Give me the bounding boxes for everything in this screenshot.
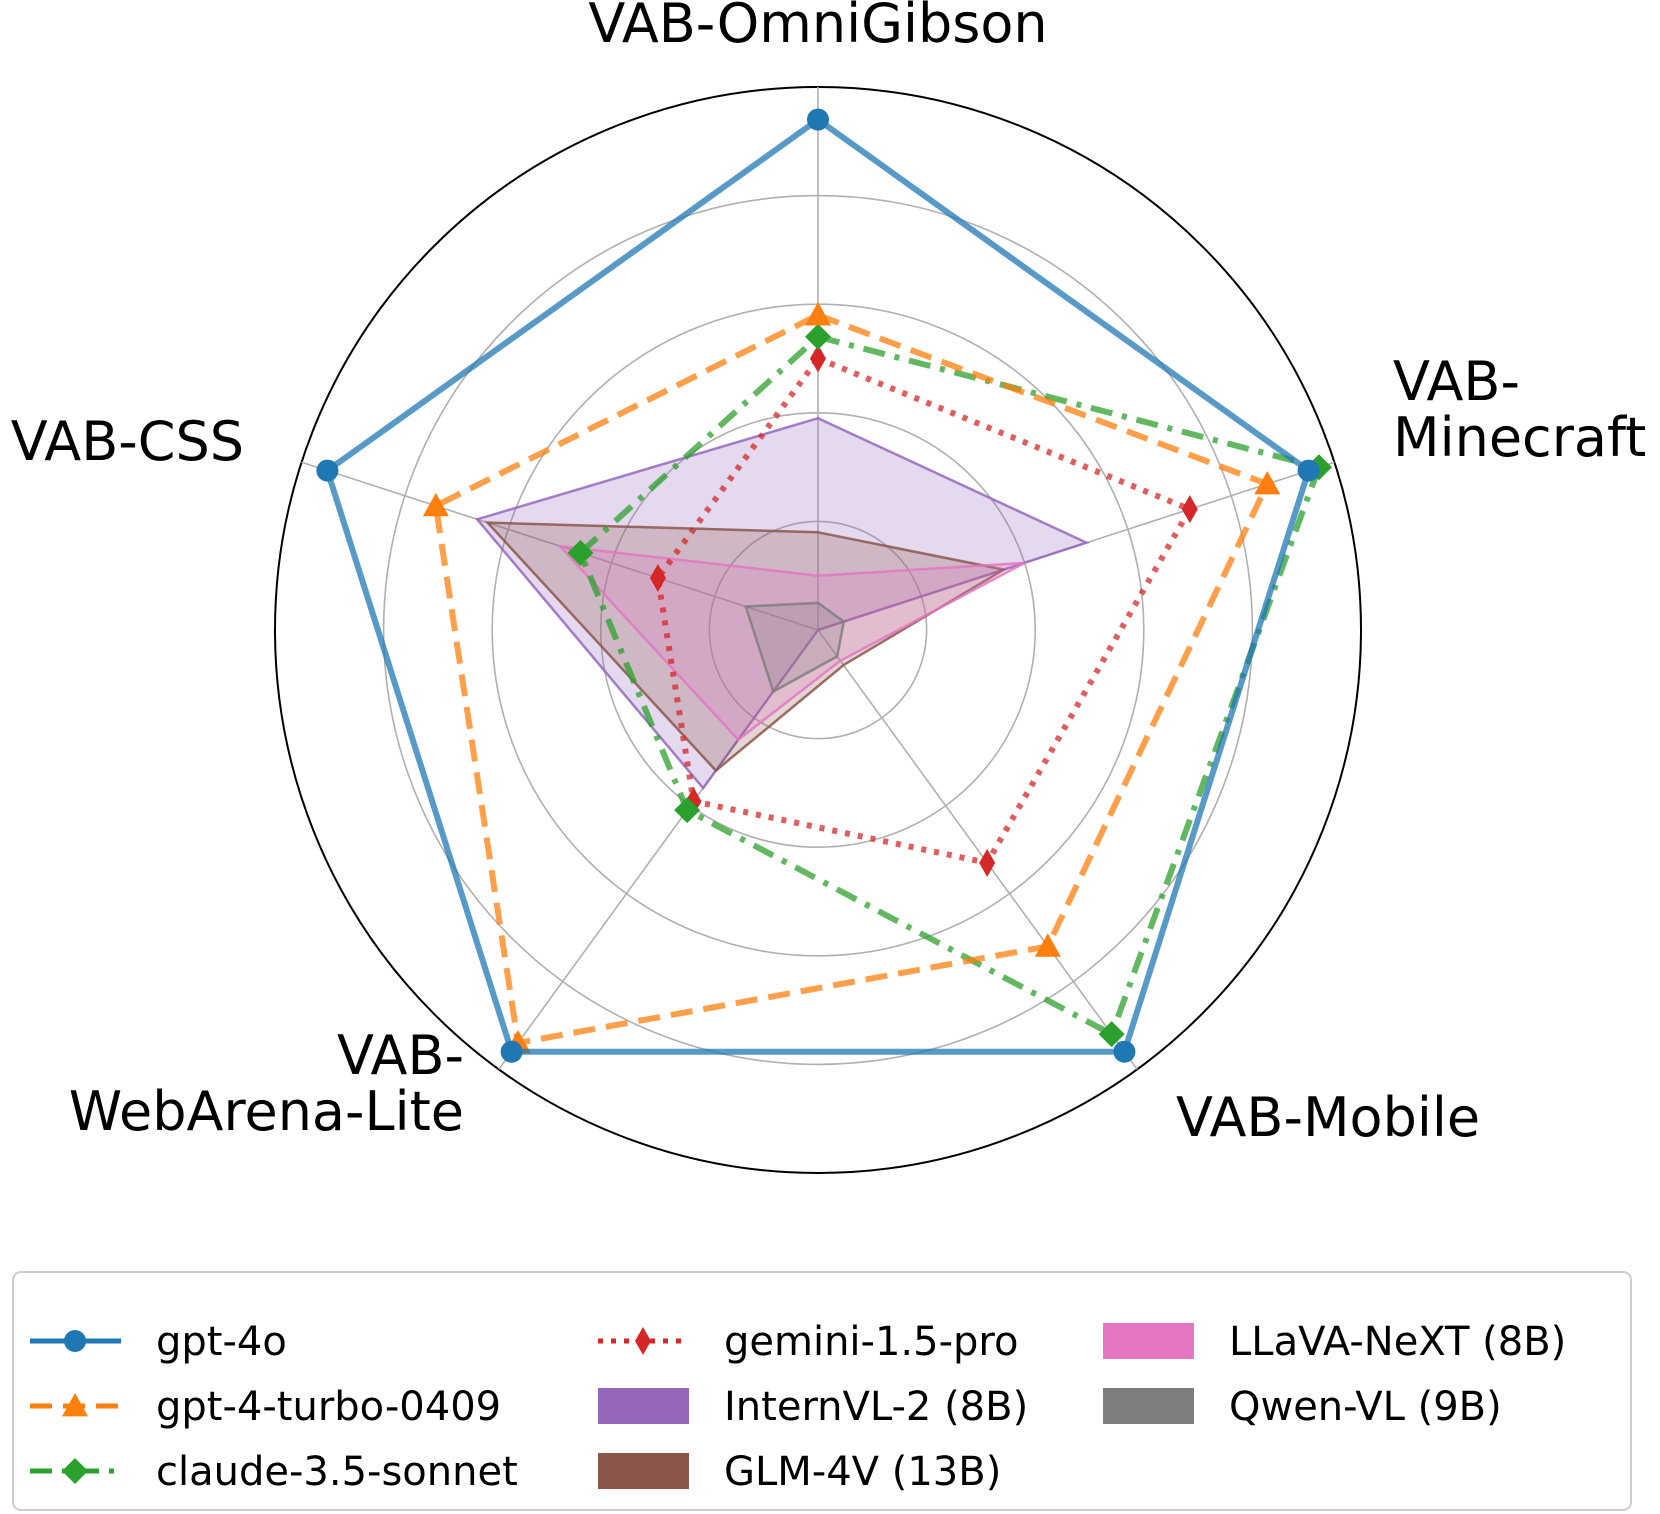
axis-label-1: VAB-Minecraft: [1393, 350, 1646, 469]
axis-label-3: VAB-WebArena-Lite: [69, 1024, 464, 1143]
legend-marker: [62, 1458, 88, 1484]
legend-swatch: [1103, 1388, 1194, 1424]
legend-item-gpt-4o: gpt-4o: [30, 1319, 287, 1365]
legend-label: gemini-1.5-pro: [724, 1319, 1018, 1365]
legend-marker: [62, 1393, 88, 1417]
data-point-claude-3-5-sonnet: [674, 797, 701, 824]
data-point-gemini-1-5-pro: [1181, 495, 1198, 524]
series-gpt-4o: [316, 108, 1320, 1063]
legend-swatch: [598, 1453, 689, 1489]
line-series-layer: [316, 108, 1332, 1063]
legend-swatch: [1103, 1323, 1194, 1359]
series-line-gpt-4o: [324, 116, 1312, 1055]
legend-label: GLM-4V (13B): [724, 1449, 1001, 1495]
data-point-gemini-1-5-pro: [810, 344, 826, 373]
data-point-gpt-4-turbo-0409: [422, 492, 449, 517]
legend-label: Qwen-VL (9B): [1229, 1384, 1502, 1430]
axis-labels: VAB-OmniGibson VAB-Minecraft VAB-Mobile VAB…: [11, 0, 1646, 1149]
legend-label: gpt-4o: [156, 1319, 287, 1365]
data-point-gpt-4-turbo-0409: [1034, 933, 1061, 957]
legend-frame: [12, 1271, 1632, 1511]
legend-item-glm-4v-13b: GLM-4V (13B): [598, 1449, 1001, 1495]
series-line-claude-3-5-sonnet: [577, 333, 1322, 1038]
legend-label: LLaVA-NeXT (8B): [1229, 1319, 1566, 1365]
legend-item-internvl-2-8b: InternVL-2 (8B): [598, 1384, 1028, 1430]
legend-label: claude-3.5-sonnet: [156, 1449, 518, 1495]
data-point-gpt-4-turbo-0409: [1254, 471, 1281, 495]
data-point-claude-3-5-sonnet: [567, 539, 594, 566]
legend-item-qwen-vl-9b: Qwen-VL (9B): [1103, 1384, 1502, 1430]
series-area-llava-next-8b: [556, 544, 1026, 742]
legend-label: InternVL-2 (8B): [724, 1384, 1028, 1430]
legend-item-gpt-4-turbo-0409: gpt-4-turbo-0409: [30, 1384, 501, 1430]
series-area-qwen-vl-9b: [744, 601, 846, 694]
series-gemini-1-5-pro: [649, 344, 1198, 877]
series-area-glm-4v-13b: [484, 521, 1008, 773]
legend-item-gemini-1-5-pro: gemini-1.5-pro: [598, 1319, 1018, 1365]
data-point-gemini-1-5-pro: [649, 563, 666, 592]
data-point-claude-3-5-sonnet: [1098, 1021, 1125, 1048]
legend-swatch: [598, 1388, 689, 1424]
data-point-gpt-4o: [1297, 459, 1320, 482]
series-line-gemini-1-5-pro: [654, 355, 1193, 866]
legend-marker: [635, 1327, 651, 1355]
radar-spoke: [817, 629, 1138, 1070]
data-point-gpt-4o: [807, 108, 829, 131]
legend: gpt-4o gpt-4-turbo-0409 claude-3.5-sonnet g…: [12, 1271, 1632, 1511]
data-point-gpt-4o: [500, 1040, 523, 1063]
data-point-gpt-4o: [1113, 1040, 1136, 1063]
axis-label-2: VAB-Mobile: [1176, 1086, 1480, 1149]
legend-marker: [64, 1330, 86, 1352]
legend-item-claude-3-5-sonnet: claude-3.5-sonnet: [30, 1449, 518, 1495]
legend-label: gpt-4-turbo-0409: [156, 1384, 501, 1430]
data-point-gpt-4-turbo-0409: [805, 302, 831, 326]
data-point-claude-3-5-sonnet: [805, 323, 831, 350]
data-point-gemini-1-5-pro: [979, 848, 996, 877]
data-point-gpt-4o: [316, 459, 339, 482]
series-line-gpt-4-turbo-0409: [432, 312, 1271, 1046]
axis-label-0: VAB-OmniGibson: [588, 0, 1047, 55]
axis-label-4: VAB-CSS: [11, 410, 244, 473]
legend-item-llava-next-8b: LLaVA-NeXT (8B): [1103, 1319, 1566, 1365]
